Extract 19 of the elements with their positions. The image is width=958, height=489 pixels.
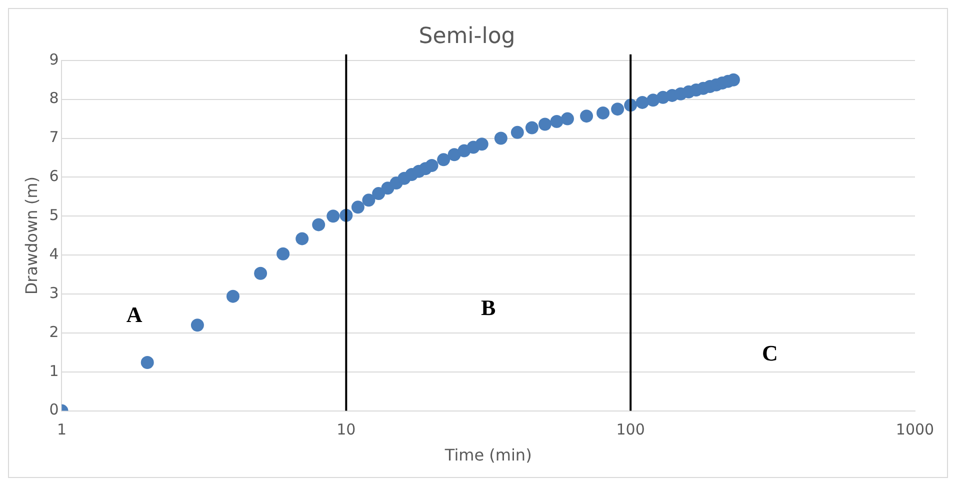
annotation: C [762, 340, 778, 366]
y-tick-label: 9 [49, 50, 59, 68]
annotation: B [481, 294, 496, 320]
chart-title: Semi-log [418, 24, 516, 49]
y-tick-label: 0 [49, 400, 59, 419]
y-tick-label: 5 [49, 206, 59, 224]
y-tick-label: 1 [49, 362, 59, 380]
x-tick-label: 100 [616, 420, 645, 439]
y-tick-label: 4 [49, 244, 59, 263]
y-tick-label: 7 [49, 128, 59, 146]
annotation: A [126, 302, 142, 327]
x-axis-title: Time (min) [444, 446, 532, 465]
y-axis-title: Drawdown (m) [22, 176, 41, 295]
y-tick-label: 2 [49, 322, 59, 341]
x-tick-label: 1000 [896, 420, 934, 439]
y-tick-label: 3 [49, 284, 59, 302]
y-tick-label: 6 [49, 167, 59, 186]
x-tick-label: 10 [336, 420, 356, 439]
y-tick-label: 8 [49, 89, 59, 108]
